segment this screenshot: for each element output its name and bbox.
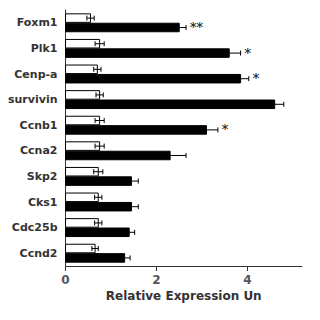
svg-text:Foxm1: Foxm1 [17,16,58,29]
svg-text:Cdc25b: Cdc25b [12,221,58,234]
svg-text:4: 4 [243,273,251,287]
svg-text:Relative Expression Un: Relative Expression Un [106,289,262,303]
svg-text:Skp2: Skp2 [27,170,58,183]
svg-text:*: * [245,46,252,61]
svg-text:*: * [253,71,260,86]
svg-text:**: ** [190,20,204,35]
svg-text:Ccnb1: Ccnb1 [20,119,58,132]
svg-text:Ccna2: Ccna2 [20,144,58,157]
svg-text:Ccnd2: Ccnd2 [20,247,58,260]
svg-text:*: * [222,122,229,137]
svg-text:Cenp-a: Cenp-a [14,68,57,81]
svg-text:0: 0 [61,273,69,287]
svg-text:survivin: survivin [8,93,58,106]
svg-text:2: 2 [152,273,160,287]
svg-text:Plk1: Plk1 [31,42,58,55]
svg-text:Cks1: Cks1 [28,196,58,209]
